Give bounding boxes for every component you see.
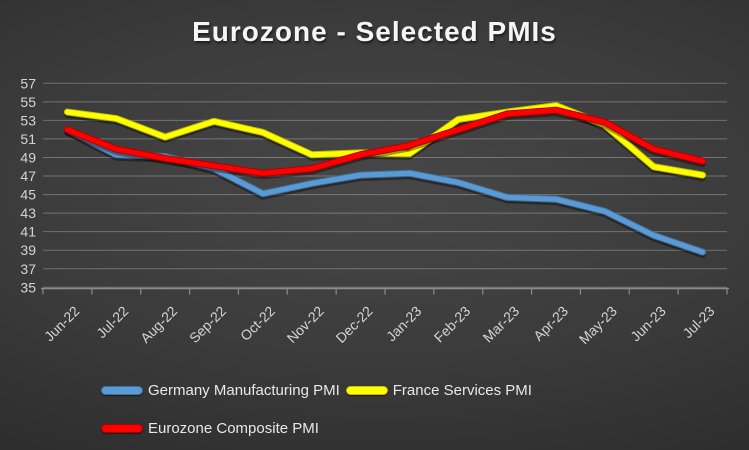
legend-label-germany-manufacturing-pmi: Germany Manufacturing PMI (148, 381, 340, 399)
legend: Germany Manufacturing PMI France Service… (101, 371, 538, 447)
legend-item-germany-manufacturing-pmi: Germany Manufacturing PMI (101, 382, 340, 399)
y-tick-label: 39 (20, 242, 36, 258)
x-tick-label: Sep-22 (186, 303, 229, 346)
y-tick-label: 45 (20, 187, 36, 203)
germany-manufacturing-line-marker-icon (101, 385, 143, 395)
x-tick-label: Mar-23 (480, 303, 523, 346)
x-tick-label: Jun-22 (41, 303, 83, 345)
eurozone-composite-line-marker-icon (101, 423, 143, 433)
y-tick-label: 35 (20, 279, 36, 295)
y-tick-label: 47 (20, 168, 36, 184)
x-tick-label: Nov-22 (284, 303, 327, 346)
y-tick-label: 57 (20, 75, 36, 91)
x-tick-label: Apr-23 (530, 303, 571, 344)
y-tick-label: 53 (20, 112, 36, 128)
france-services-line-marker-icon (345, 385, 388, 395)
legend-label-france-services-pmi: France Services PMI (392, 381, 532, 399)
y-tick-label: 51 (20, 131, 36, 147)
series-shadow-france-services-pmi (64, 105, 706, 182)
y-tick-label: 37 (20, 261, 36, 277)
x-tick-label: Jun-23 (627, 303, 669, 345)
x-tick-label: Jan-23 (383, 303, 425, 345)
legend-label-eurozone-composite-pmi: Eurozone Composite PMI (148, 419, 319, 437)
x-tick-label: Dec-22 (332, 303, 375, 346)
legend-row-1: Germany Manufacturing PMI France Service… (101, 371, 538, 409)
x-tick-label: Aug-22 (137, 303, 180, 346)
x-tick-label: Jul-23 (679, 303, 717, 341)
x-tick-label: May-23 (576, 303, 620, 347)
y-tick-label: 43 (20, 205, 36, 221)
legend-row-2: Eurozone Composite PMI (101, 409, 538, 447)
legend-item-france-services-pmi: France Services PMI (345, 381, 532, 399)
chart-title: Eurozone - Selected PMIs (192, 16, 557, 47)
x-tick-label: Jul-22 (93, 303, 131, 341)
x-tick-label: Oct-22 (237, 303, 278, 344)
y-tick-label: 55 (20, 94, 36, 110)
x-tick-label: Feb-23 (431, 303, 474, 346)
series-line-eurozone-composite-pmi (64, 107, 706, 176)
y-tick-label: 49 (20, 149, 36, 165)
y-tick-label: 41 (20, 224, 36, 240)
legend-item-eurozone-composite-pmi: Eurozone Composite PMI (101, 420, 319, 437)
